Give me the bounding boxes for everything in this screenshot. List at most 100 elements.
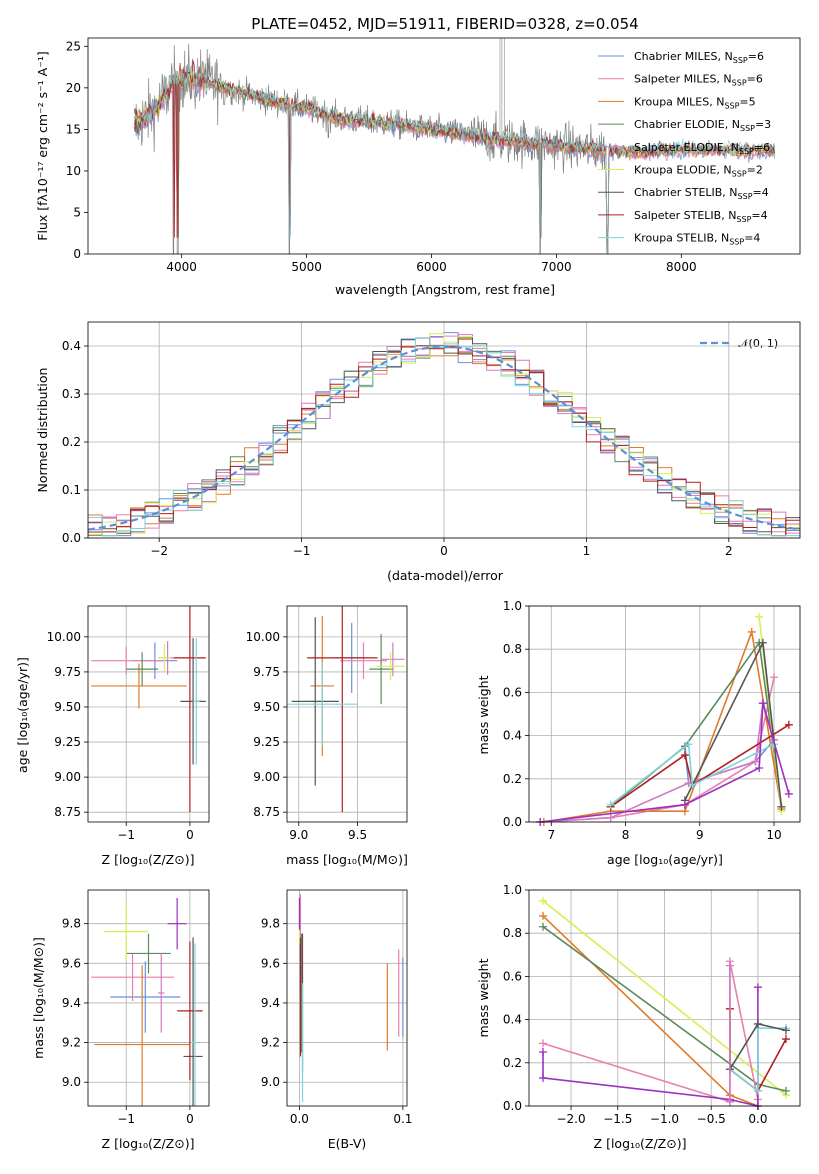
spectrum-xtick-label: 4000 [166,260,197,274]
zmass-ytick-label: 9.8 [62,917,81,931]
zw-xtick-label: −1.5 [603,1112,632,1126]
massage-ytick-label: 10.00 [246,630,280,644]
hist-ytick-label: 0.3 [62,387,81,401]
spectrum-ytick-label: 20 [66,81,81,95]
zmass-ytick-label: 9.2 [62,1036,81,1050]
hist-xlabel: (data-model)/error [387,568,504,583]
zw-series-line-6 [729,1027,786,1093]
ebv-frame [286,889,408,1107]
spectrum-xtick-label: 5000 [291,260,322,274]
zage-ytick-label: 10.00 [47,630,81,644]
zw-marker [753,983,762,992]
legend-entry: Salpeter STELIB, NSSP=4 [634,209,768,224]
agew-marker [755,764,764,772]
zmass-xtick-label: −1 [117,1112,135,1126]
legend-entry-sub: SSP [733,56,748,65]
zw-marker [725,961,734,970]
zw-marker [725,1097,734,1106]
zage-frame [87,605,210,823]
hist-xtick-label: 2 [725,544,733,558]
agew-ytick-label: 0.0 [503,815,522,829]
legend-entry-sub: SSP [732,79,747,88]
spectrum-ytick-label: 5 [73,205,81,219]
hist-ytick-label: 0.0 [62,531,81,545]
ebv-ytick-label: 9.0 [261,1075,280,1089]
zage-points [91,606,206,813]
legend-entry: Chabrier ELODIE, NSSP=3 [634,118,771,133]
spectrum-title: PLATE=0452, MJD=51911, FIBERID=0328, z=0… [251,15,638,33]
zw-marker [539,1039,548,1048]
agew-xtick-label: 9 [696,828,704,842]
zmass-ytick-label: 9.4 [62,996,81,1010]
agew-marker [751,757,760,766]
legend-entry-value: =2 [747,164,763,177]
spectrum-xtick-label: 7000 [541,260,572,274]
zage-ytick-label: 9.00 [54,770,81,784]
legend-entry: Kroupa ELODIE, NSSP=2 [634,164,763,179]
massage-xtick-label: 9.5 [348,828,367,842]
legend-entry: Salpeter ELODIE, NSSP=6 [634,141,770,156]
zw-marker [539,911,548,920]
hist-frame [87,321,801,539]
zw-xtick-label: −1.0 [650,1112,679,1126]
agew-ytick-label: 0.6 [503,685,522,699]
zw-marker [539,896,548,905]
hist-ytick-label: 0.1 [62,483,81,497]
agew-marker [755,612,764,621]
spectrum-xtick-label: 6000 [416,260,447,274]
agew-xtick-label: 8 [622,828,630,842]
massage-ytick-label: 9.75 [253,665,280,679]
legend-entry-sub: SSP [739,147,754,156]
zw-ytick-label: 0.8 [503,926,522,940]
legend-entry-value: =4 [744,232,760,245]
massage-ytick-label: 9.50 [253,700,280,714]
spectrum-ytick-label: 10 [66,164,81,178]
agew-marker [784,789,793,798]
zage-ylabel: age [log₁₀(age/yr)] [15,657,30,773]
zw-series-line-3 [542,961,759,1103]
legend-entry-name: Kroupa STELIB, N [634,232,729,245]
zw-series [539,896,790,1110]
zw-ytick-label: 0.0 [503,1099,522,1113]
zw-xlabel: Z [log₁₀(Z/Z⊙)] [594,1136,687,1151]
zage-ytick-label: 9.25 [54,735,81,749]
legend-entry-name: Salpeter MILES, N [634,73,732,86]
agew-frame [528,605,801,823]
massage-points [287,606,405,813]
agew-ytick-label: 1.0 [503,599,522,613]
legend-entry-value: =6 [754,141,770,154]
zmass-xtick-label: 0 [186,1112,194,1126]
spectrum-curves [133,38,776,254]
agew-marker [758,638,767,647]
hist-ytick-label: 0.4 [62,339,81,353]
ebv-ytick-label: 9.4 [261,996,280,1010]
zage-xlabel: Z [log₁₀(Z/Z⊙)] [102,852,195,867]
ebv-xtick-label: 0.0 [290,1112,309,1126]
legend-entry-value: =5 [739,95,755,108]
agew-marker [606,800,615,809]
legend-entry-value: =3 [755,118,771,131]
zmass-ytick-label: 9.6 [62,956,81,970]
legend-entry-sub: SSP [738,192,753,201]
agew-ylabel: mass weight [476,675,491,754]
legend-entry-value: =4 [751,209,767,222]
legend-entry-value: =6 [747,73,763,86]
zw-series-line-0 [542,900,787,1096]
spectrum-frame [87,37,801,255]
agew-marker [688,781,697,790]
zw-xtick-label: 0.0 [748,1112,767,1126]
zw-marker [753,1019,762,1028]
hist-xtick-label: −1 [293,544,311,558]
agew-series-line-1 [540,677,775,823]
agew-series-line-8 [610,742,775,806]
massage-ytick-label: 8.75 [253,805,280,819]
massage-xtick-label: 9.0 [289,828,308,842]
zw-frame [528,889,801,1107]
hist-gauss-label: 𝒩(0, 1) [738,337,778,350]
zw-ylabel: mass weight [476,958,491,1037]
legend-entry: Salpeter MILES, NSSP=6 [634,73,763,88]
agew-marker [747,627,756,636]
legend-entry-name: Kroupa MILES, N [634,95,724,108]
zw-marker [539,922,548,931]
